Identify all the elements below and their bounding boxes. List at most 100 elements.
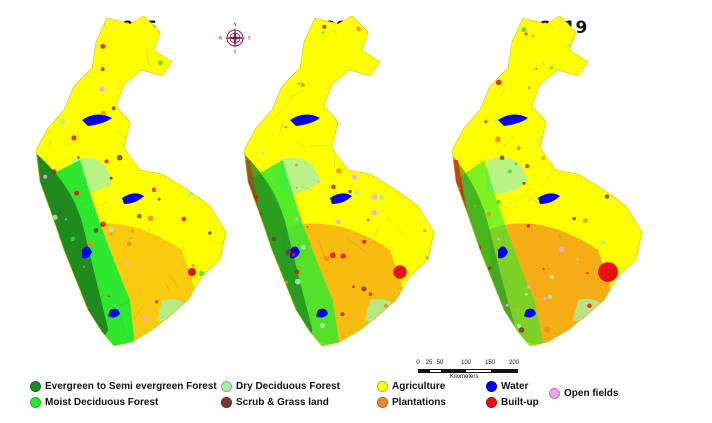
plantation-patch bbox=[385, 67, 390, 72]
reservoir bbox=[82, 114, 112, 126]
moist-deciduous-patch bbox=[575, 84, 581, 91]
scrub-grass-patch bbox=[137, 214, 142, 219]
open-field-patch bbox=[351, 174, 357, 180]
scrub-grass-patch bbox=[340, 312, 345, 317]
dry-deciduous-patch bbox=[379, 195, 385, 201]
moist-deciduous-patch bbox=[191, 325, 197, 331]
boundary-line bbox=[287, 88, 306, 100]
scale-tick: 100 bbox=[460, 360, 472, 366]
dry-deciduous-patch bbox=[623, 56, 626, 59]
dry-deciduous-patch bbox=[588, 330, 591, 333]
built-up-patch bbox=[100, 221, 106, 227]
boundary-line bbox=[274, 97, 295, 118]
built-up-patch bbox=[329, 252, 336, 259]
state-outline bbox=[35, 15, 227, 347]
open-field-patch bbox=[157, 165, 163, 171]
boundary-line bbox=[100, 200, 109, 206]
dry-deciduous-patch bbox=[566, 43, 572, 48]
built-up-patch bbox=[588, 340, 594, 346]
legend-label: Built-up bbox=[501, 397, 539, 408]
scrub-grass-patch bbox=[348, 189, 352, 194]
legend-swatch bbox=[377, 381, 388, 392]
scrub-grass-patch bbox=[361, 286, 367, 292]
scrub-grass-patch bbox=[272, 237, 276, 241]
moist-deciduous-patch bbox=[521, 27, 527, 32]
boundary-line bbox=[534, 306, 539, 309]
plantation-patch bbox=[356, 26, 361, 32]
dry-deciduous-patch bbox=[354, 190, 359, 195]
scrub-grass-patch bbox=[111, 106, 116, 111]
dry-deciduous-patch bbox=[593, 27, 596, 30]
boundary-line bbox=[294, 140, 305, 149]
evergreen-forest-area bbox=[244, 150, 313, 346]
boundary-line bbox=[470, 154, 490, 167]
dry-deciduous-patch bbox=[57, 32, 60, 35]
built-up-patch bbox=[291, 253, 296, 257]
boundary-line bbox=[53, 63, 65, 76]
scrub-grass-patch bbox=[86, 56, 89, 59]
plantation-patch bbox=[192, 157, 196, 161]
boundary-line bbox=[169, 159, 182, 168]
open-field-patch bbox=[371, 194, 378, 200]
built-up-patch bbox=[522, 181, 526, 185]
scrub-grass-patch bbox=[630, 29, 635, 34]
plantation-patch bbox=[88, 240, 94, 247]
dry-deciduous-patch bbox=[43, 25, 47, 29]
plantation-patch bbox=[423, 229, 427, 233]
open-field-patch bbox=[203, 117, 206, 120]
moist-deciduous-patch bbox=[130, 91, 134, 95]
scrub-grass-patch bbox=[631, 47, 636, 53]
scrub-grass-patch bbox=[572, 216, 576, 221]
scrub-grass-patch bbox=[208, 231, 212, 235]
open-field-patch bbox=[142, 325, 145, 328]
plantation-patch bbox=[622, 316, 628, 322]
boundary-line bbox=[624, 303, 635, 310]
scrub-grass-patch bbox=[116, 154, 123, 161]
moist-deciduous-patch bbox=[383, 39, 389, 46]
built-up-patch bbox=[77, 156, 80, 159]
open-field-patch bbox=[77, 332, 83, 338]
moist-deciduous-patch bbox=[111, 256, 114, 260]
built-up-patch bbox=[74, 190, 80, 196]
legend-swatch bbox=[221, 381, 232, 392]
moist-deciduous-patch bbox=[472, 249, 478, 255]
boundary-line bbox=[333, 29, 337, 38]
compass-n-label: N bbox=[234, 22, 237, 27]
legend-label: Dry Deciduous Forest bbox=[236, 381, 340, 392]
boundary-line bbox=[244, 63, 258, 75]
moist-deciduous-patch bbox=[514, 162, 518, 166]
built-up-patch bbox=[484, 120, 488, 124]
scrub-grass-patch bbox=[631, 70, 635, 75]
scale-tick: 50 bbox=[436, 360, 444, 366]
open-field-patch bbox=[316, 180, 320, 184]
plantation-patch bbox=[389, 137, 394, 142]
plantation-patch bbox=[531, 35, 535, 38]
moist-deciduous-patch bbox=[507, 169, 512, 174]
dry-deciduous-patch bbox=[494, 119, 498, 123]
plantation-patch bbox=[126, 241, 132, 247]
scrub-grass-patch bbox=[387, 87, 392, 92]
legend-swatch bbox=[221, 397, 232, 408]
dry-deciduous-patch bbox=[547, 294, 552, 299]
scrub-grass-patch bbox=[518, 327, 525, 333]
boundary-line bbox=[37, 345, 51, 346]
dry-deciduous-patch bbox=[187, 192, 193, 197]
plantation-patch bbox=[257, 335, 263, 341]
dry-deciduous-patch bbox=[43, 305, 48, 310]
built-up-patch bbox=[71, 135, 77, 141]
plantation-patch bbox=[544, 326, 550, 333]
legend-swatch bbox=[486, 397, 497, 408]
moist-deciduous-patch bbox=[57, 326, 60, 330]
legend-label: Evergreen to Semi evergreen Forest bbox=[45, 381, 217, 392]
scrub-grass-patch bbox=[608, 336, 613, 341]
built-up-patch bbox=[41, 19, 46, 25]
dry-deciduous-patch bbox=[415, 138, 419, 142]
plantation-patch bbox=[414, 44, 418, 49]
reservoir bbox=[290, 114, 320, 126]
built-up-patch bbox=[331, 184, 336, 190]
dry-deciduous-patch bbox=[181, 31, 184, 35]
plantation-patch bbox=[258, 264, 262, 267]
built-up-patch bbox=[155, 300, 159, 304]
boundary-line bbox=[390, 75, 403, 80]
land-cover-layer bbox=[244, 16, 434, 346]
